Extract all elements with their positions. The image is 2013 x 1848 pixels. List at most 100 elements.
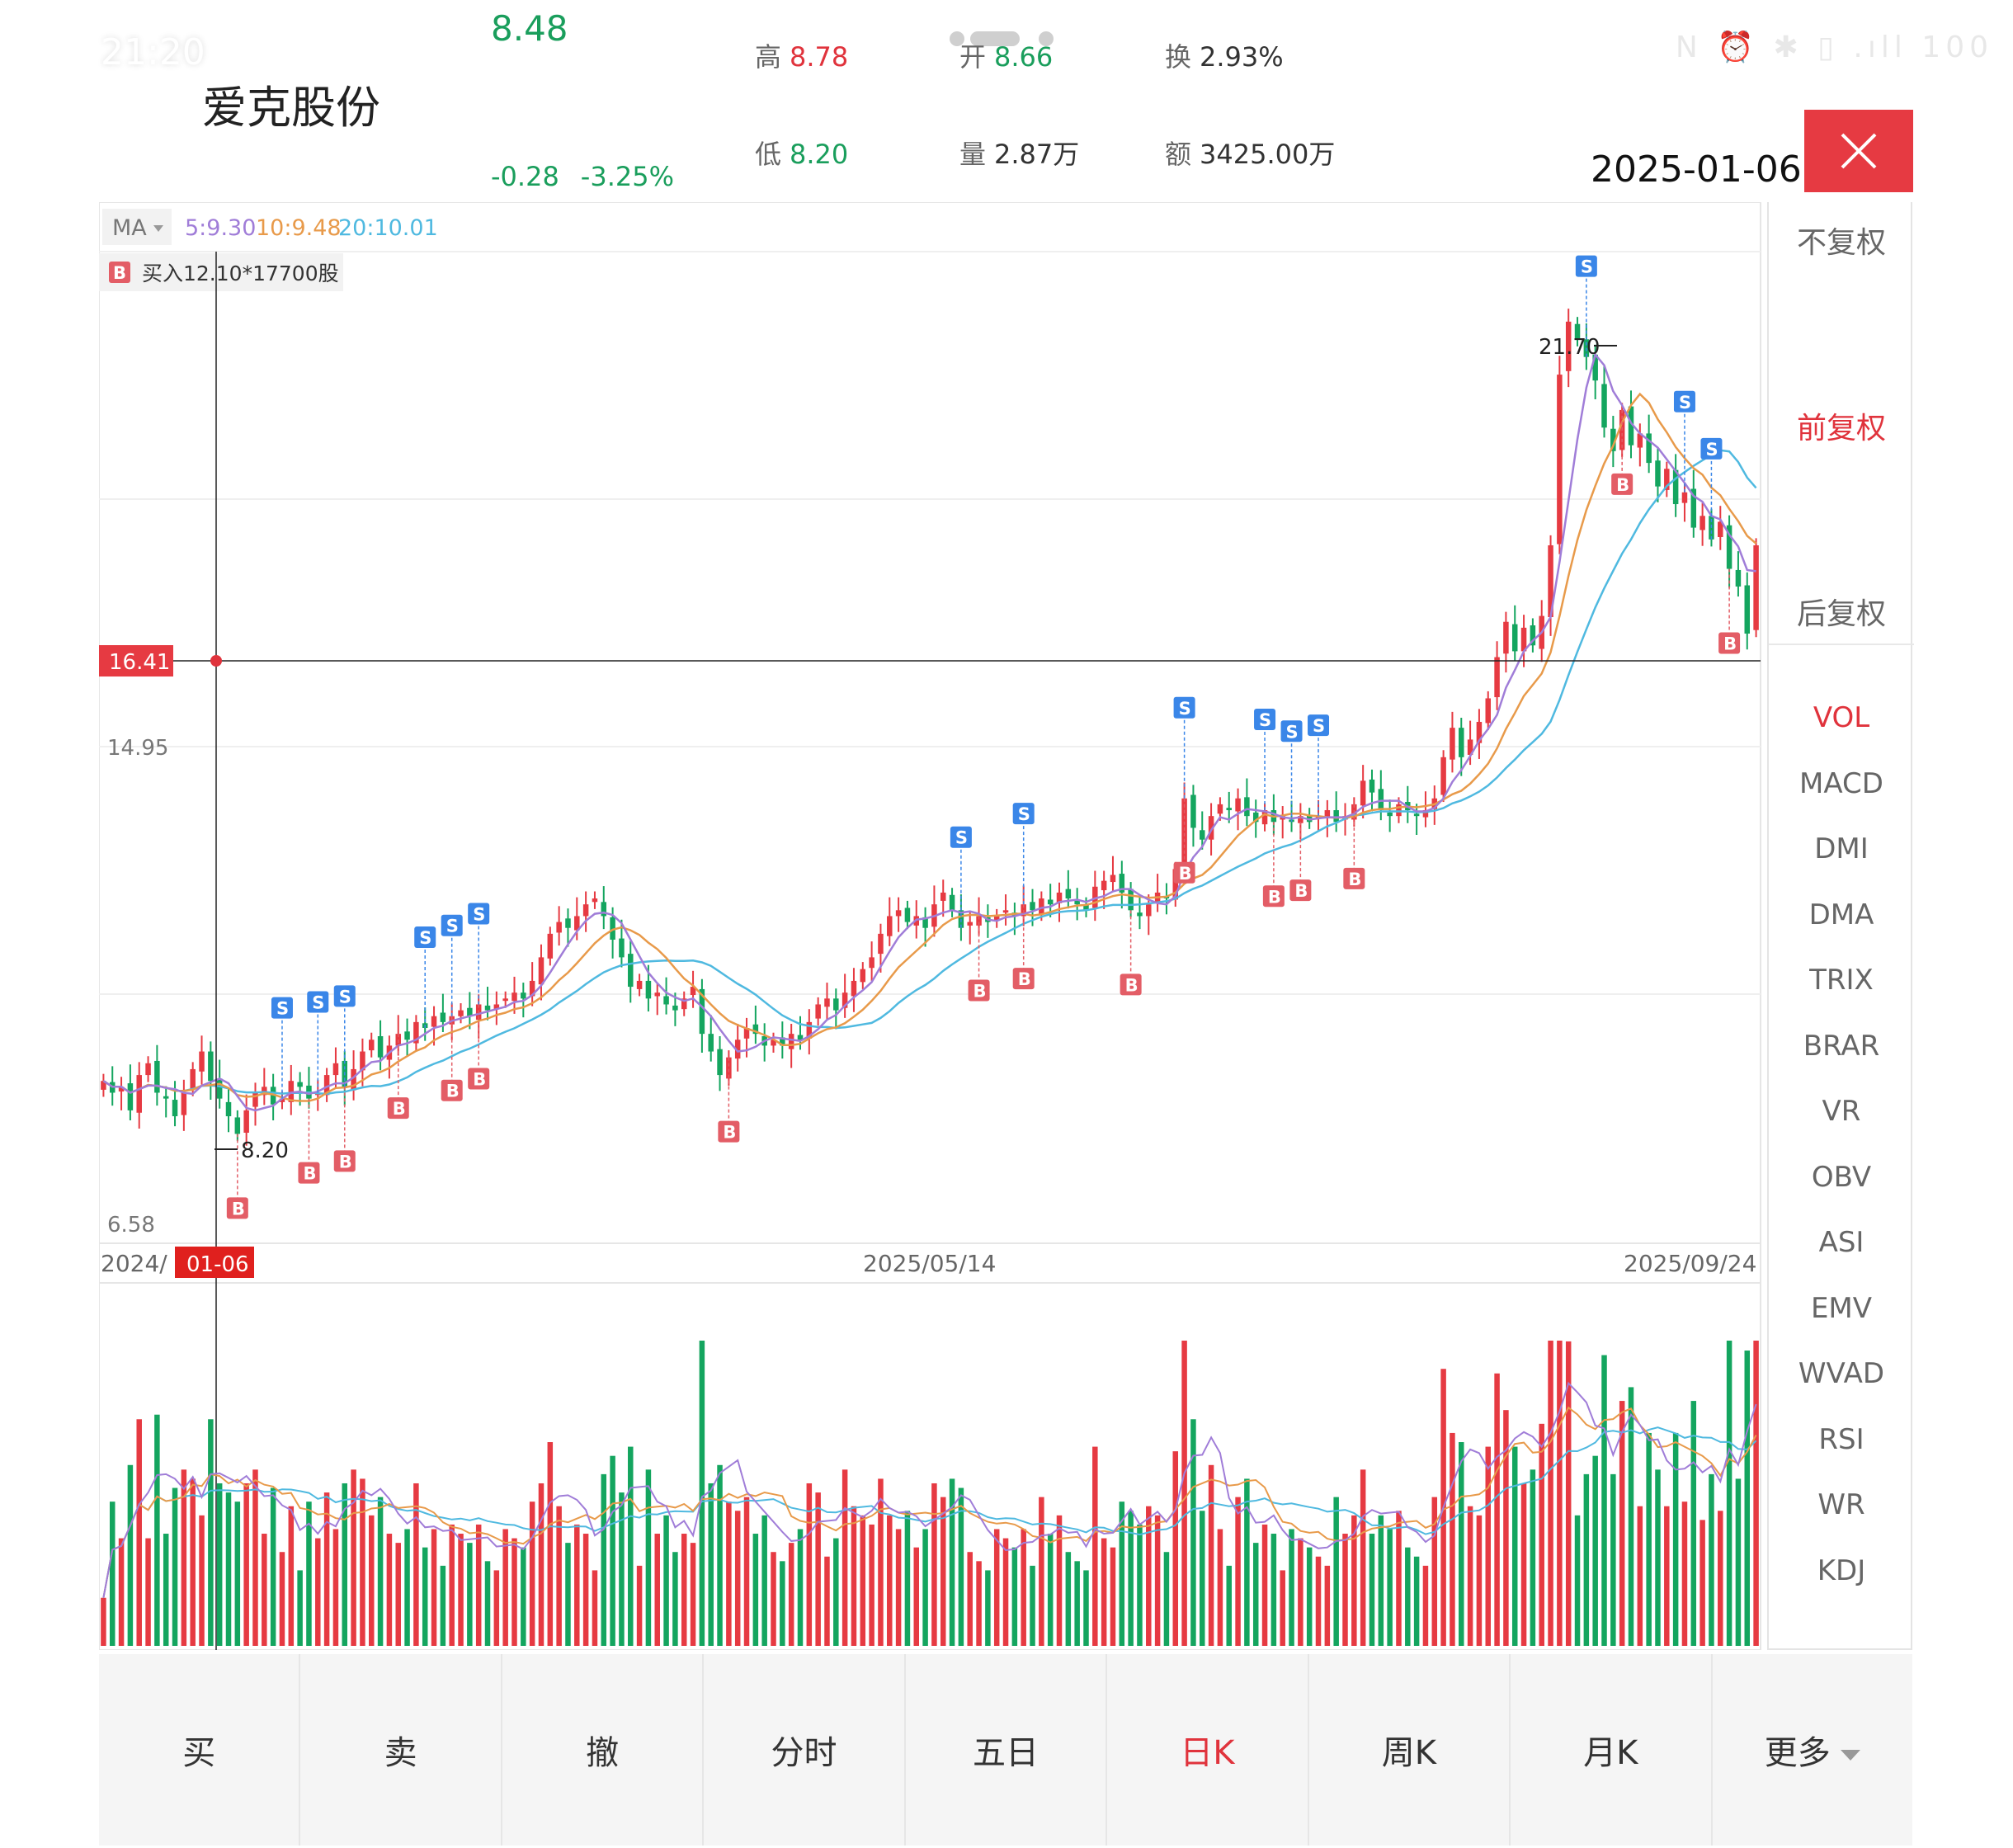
candle-body [681,998,687,1010]
bottom-button[interactable]: 更多 [1712,1654,1912,1846]
buy-marker-label: B [1348,870,1361,889]
indicator-option[interactable]: WVAD [1798,1357,1885,1390]
volume-bar [279,1552,285,1646]
volume-bar [1011,1547,1018,1646]
candle-body [225,1101,232,1117]
candle-body [1369,779,1375,793]
candle-body [1655,460,1661,487]
buy-marker-label: B [393,1099,406,1119]
indicator-option[interactable]: VR [1822,1095,1861,1128]
volume-bar [431,1529,437,1646]
volume-bar [806,1483,813,1646]
volume-bar [1289,1529,1294,1646]
candle-body [717,1049,723,1076]
indicator-option[interactable]: MACD [1799,766,1883,800]
candle-body [154,1060,160,1093]
volume-bar [1360,1469,1366,1646]
volume-bar [404,1529,410,1646]
volume-bar [1226,1565,1232,1646]
bottom-button[interactable]: 卖 [300,1654,502,1846]
volume-bar [797,1529,804,1646]
indicator-option[interactable]: ASI [1818,1226,1864,1259]
indicator-option[interactable]: RSI [1818,1422,1864,1456]
volume-bar [332,1529,339,1646]
indicator-option[interactable]: DMA [1808,898,1874,931]
indicator-option[interactable]: VOL [1813,701,1870,734]
bottom-button[interactable]: 日K [1107,1654,1309,1846]
volume-bar [851,1506,857,1646]
ma10-line [102,392,1757,1102]
adjust-option[interactable]: 后复权 [1796,597,1886,631]
indicator-option[interactable]: WR [1817,1488,1865,1521]
volume-bar [1601,1355,1607,1646]
volume-bar [1315,1556,1322,1646]
indicator-option[interactable]: DMI [1814,832,1869,865]
candle-body [1002,910,1009,913]
volume-bar [190,1478,196,1646]
bottom-button[interactable]: 买 [99,1654,301,1846]
candle-body [1700,516,1705,530]
candle-body [1530,625,1536,646]
sell-marker-label: S [419,928,431,948]
adjust-option[interactable]: 不复权 [1796,226,1886,260]
adjust-option[interactable]: 前复权 [1796,412,1886,446]
volume-bar [743,1497,750,1646]
volume-bar [574,1524,580,1646]
volume-bar [761,1515,767,1646]
candle-body [1718,521,1723,537]
volume-bar [913,1547,920,1646]
bottom-button[interactable]: 月K [1511,1654,1713,1846]
volume-bar [1146,1506,1152,1646]
volume-bar [1557,1341,1563,1646]
volume-bar [449,1524,455,1646]
volume-bar [109,1502,116,1646]
candle-body [1503,621,1509,654]
bottom-button[interactable]: 撤 [502,1654,705,1846]
candle-body [1047,899,1054,905]
change-value: -0.28 [491,161,559,192]
buy-marker-label: B [446,1082,460,1101]
y-tick-lower: 6.58 [107,1213,155,1238]
indicator-option[interactable]: TRIX [1809,964,1874,997]
drag-handle-icon[interactable] [949,30,1056,48]
volume-bar [512,1538,517,1646]
buy-marker-label: B [339,1152,352,1172]
volume-bar [145,1538,151,1646]
volume-bar [824,1556,830,1646]
sell-marker-label: S [1313,716,1325,736]
volume-bar [1235,1497,1241,1646]
candle-body [842,992,848,1008]
volume-bar [1565,1341,1572,1646]
volume-bar [1074,1561,1080,1646]
indicator-option[interactable]: EMV [1810,1291,1873,1325]
indicator-option[interactable]: OBV [1811,1160,1872,1194]
candle-body [582,904,589,917]
bottom-button[interactable]: 五日 [905,1654,1108,1846]
candle-body [1261,810,1268,825]
sell-marker-label: S [446,917,459,936]
crosshair-price: 16.41 [109,650,170,675]
sell-marker-label: S [1018,804,1030,824]
volume-bar [1101,1538,1107,1646]
candle-body [1030,902,1035,911]
close-button[interactable] [1804,110,1913,192]
candle-body [1244,797,1250,817]
candle-body [270,1087,276,1105]
bottom-button[interactable]: 分时 [704,1654,906,1846]
bottom-button[interactable]: 周K [1308,1654,1511,1846]
ma10-legend: 10:9.48 [256,215,342,241]
candle-body [1378,789,1384,811]
buy-marker-label: B [974,981,987,1001]
candle-body [1235,798,1241,812]
volume-bar [1735,1478,1742,1646]
indicator-option[interactable]: BRAR [1803,1029,1880,1063]
candle-body [1494,657,1500,698]
candle-body [1753,544,1759,630]
volume-bar [958,1487,964,1646]
indicator-option[interactable]: KDJ [1817,1553,1866,1587]
candle-body [1092,886,1098,908]
volume-bar [1387,1529,1393,1646]
volume-bar [645,1469,652,1646]
buy-marker [441,1079,463,1101]
